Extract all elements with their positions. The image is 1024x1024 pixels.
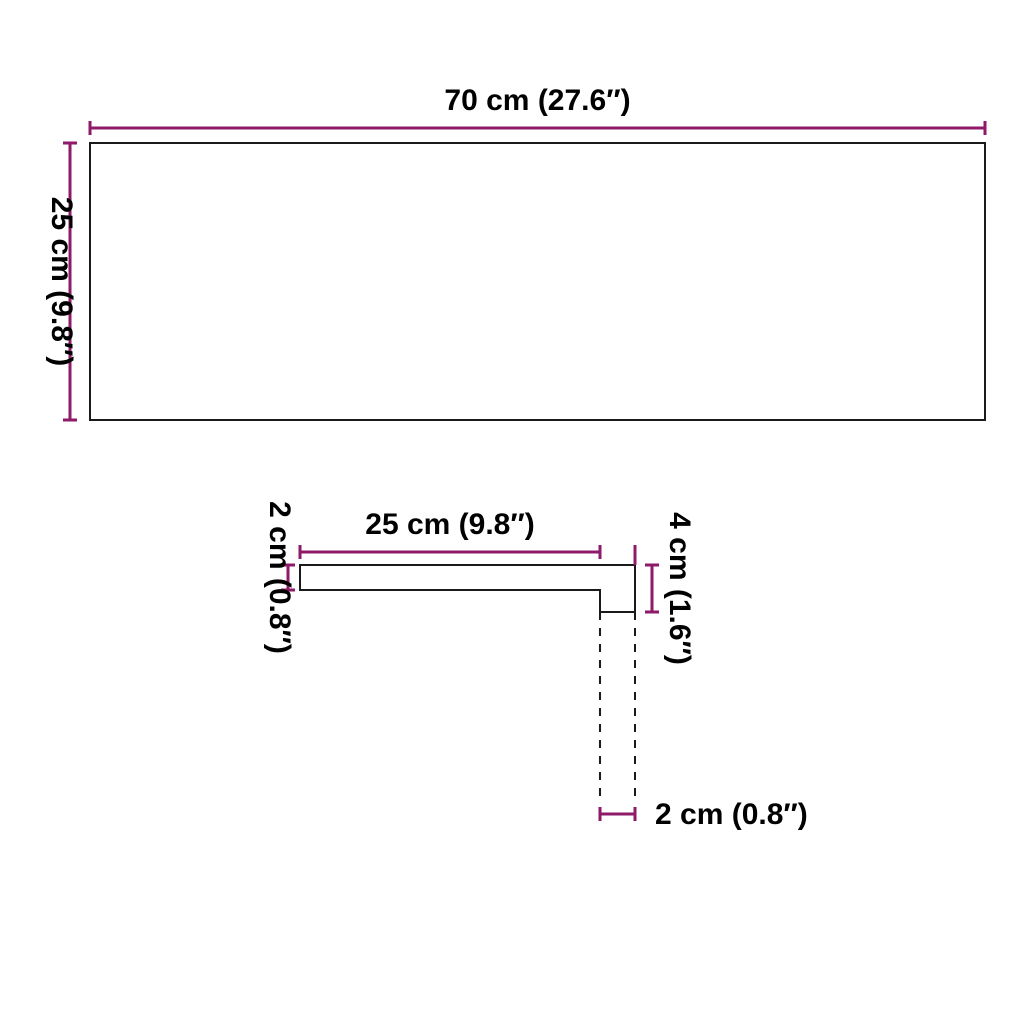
top-view-rect (90, 143, 985, 420)
dimension-label: 2 cm (0.8″) (655, 798, 808, 831)
dimension-label: 70 cm (27.6″) (444, 84, 630, 117)
dimension-label: 4 cm (1.6″) (663, 512, 696, 665)
dimension-label: 2 cm (0.8″) (263, 501, 296, 654)
profile-outline (300, 565, 635, 612)
dimension-label: 25 cm (9.8″) (45, 197, 78, 366)
dimension-label: 25 cm (9.8″) (365, 508, 534, 541)
